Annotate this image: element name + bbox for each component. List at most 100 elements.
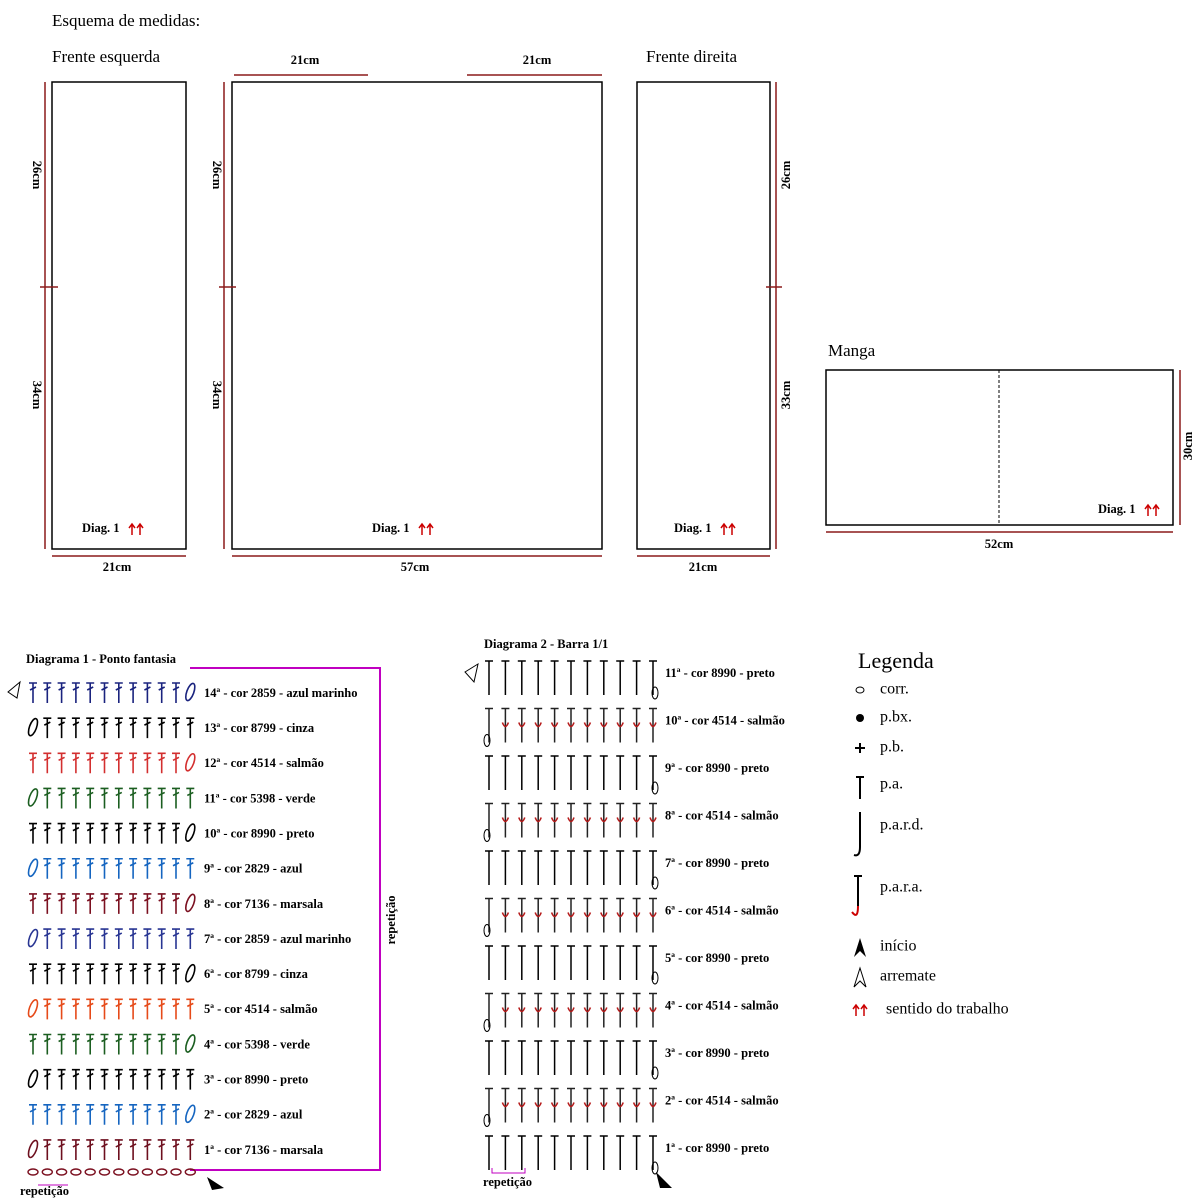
stitch [43,787,52,809]
stitch [186,1068,195,1090]
stitch [172,682,180,703]
stitch [632,945,641,980]
stitch [501,660,510,695]
stitch [100,928,109,950]
stitch [172,963,180,985]
stitch [172,1068,180,1090]
stitch [632,897,641,933]
chain [651,971,659,985]
stitch [57,752,66,774]
stitch [143,1068,152,1090]
hook [583,1007,592,1013]
stitch [100,717,109,739]
row-label: 3ª - cor 8990 - preto [204,1073,308,1087]
row-label: 3ª - cor 8990 - preto [665,1046,769,1060]
stitch [114,893,123,914]
hook [583,817,592,823]
stitch [550,1135,559,1170]
stitch [114,998,123,1020]
hook [518,912,526,918]
piece [231,81,603,550]
hook [583,722,592,728]
stitch [649,1040,657,1075]
stitch [485,945,493,980]
hook [649,817,657,823]
stitch [599,660,608,695]
stitch [632,660,641,695]
row-label: 7ª - cor 2859 - azul marinho [204,932,351,946]
stitch [57,822,66,844]
stitch [567,1040,575,1075]
row-label: 5ª - cor 4514 - salmão [204,1002,318,1016]
hook [649,722,657,728]
stitch [517,850,526,885]
end-marker [464,662,479,684]
stitch [143,1104,152,1125]
stitch [583,992,592,1028]
hook [616,912,624,918]
stitch [43,1139,52,1160]
stitch [143,717,152,739]
chain [155,1168,168,1176]
piece [636,81,771,550]
hook [501,817,510,823]
stitch [172,822,180,844]
stitch [501,897,510,933]
row-label: 1ª - cor 7136 - marsala [204,1143,324,1157]
stitch [501,945,510,980]
diagram-title: Diagrama 1 - Ponto fantasia [26,652,177,666]
stitch [157,822,166,844]
stitch [129,998,138,1020]
stitch [57,857,66,879]
stitch [129,1139,138,1160]
hook [600,912,608,918]
stitch [616,660,625,695]
dim-label: 21cm [523,53,552,67]
stitch [157,682,166,703]
stitch [616,1040,625,1075]
stitch [172,1139,180,1160]
dim-label: 33cm [779,380,793,409]
stitch [550,802,559,838]
stitch [172,928,180,950]
stitch [550,897,559,933]
stitch [100,822,109,844]
stitch [172,717,180,739]
stitch [649,660,657,695]
stitch [501,707,510,743]
stitch [616,802,625,838]
stitch [583,897,592,933]
chain [141,1168,154,1176]
stitch [57,998,66,1020]
stitch [534,707,543,743]
stitch [86,1033,95,1055]
hook [501,1007,510,1013]
stitch [29,682,37,703]
hook [550,912,559,918]
dim-label: 21cm [103,560,132,574]
stitch [100,1068,109,1090]
dim-label: 52cm [985,537,1014,551]
hook [501,912,510,918]
chain [651,876,659,890]
stitch [550,1087,559,1123]
stitch [143,1033,152,1055]
stitch [71,893,80,914]
stitch [485,755,493,790]
chain [184,823,196,842]
stitch [567,1135,575,1170]
stitch [485,897,493,933]
repeat-label: repetição [20,1184,69,1198]
chain [483,1019,491,1032]
stitch [534,1040,543,1075]
stitch [501,992,510,1028]
stitch [29,893,37,914]
row-label: 12ª - cor 4514 - salmão [204,756,324,770]
hook [649,912,657,918]
stitch [583,660,592,695]
stitch [517,1087,526,1123]
stitch [583,802,592,838]
hook [567,1007,575,1013]
stitch [616,1135,625,1170]
